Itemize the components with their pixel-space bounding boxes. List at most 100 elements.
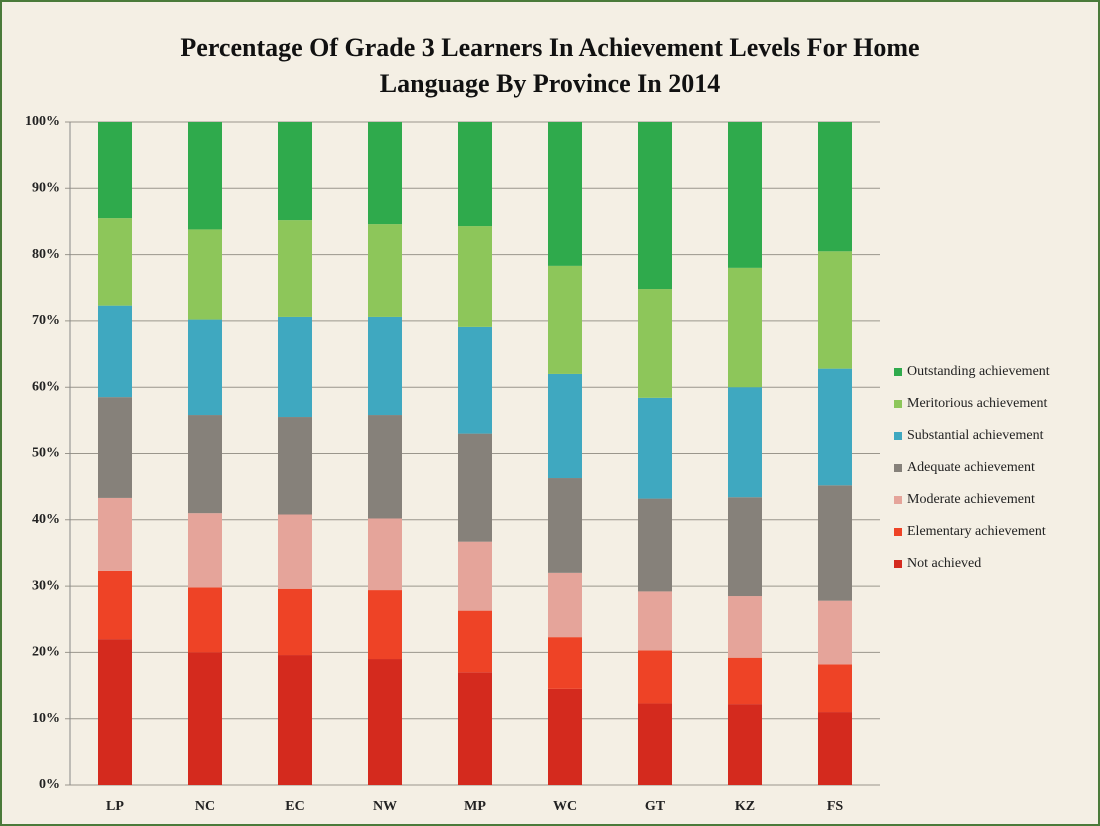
bar-segment — [548, 265, 582, 374]
bar-segment — [548, 122, 582, 266]
bar-segment — [818, 368, 852, 486]
bar-segment — [278, 316, 312, 418]
bar-segment — [728, 122, 762, 268]
bar-segment — [818, 485, 852, 601]
bar-segment — [188, 122, 222, 230]
bar-segment — [638, 703, 672, 785]
bar-segment — [188, 587, 222, 653]
legend-swatch — [894, 400, 902, 408]
legend-swatch — [894, 528, 902, 536]
legend-swatch — [894, 368, 902, 376]
bar-segment — [98, 497, 132, 571]
x-tick-label: WC — [553, 799, 577, 814]
bar-segment — [728, 657, 762, 705]
x-tick-label: NW — [373, 799, 397, 814]
chart-title: Language By Province In 2014 — [380, 69, 720, 98]
bar-segment — [98, 218, 132, 306]
legend-label: Substantial achievement — [907, 428, 1044, 443]
bar-segment — [818, 251, 852, 369]
y-tick-label: 20% — [32, 645, 60, 660]
bar-segment — [98, 639, 132, 785]
bar-segment — [188, 229, 222, 320]
bar-segment — [458, 326, 492, 434]
bar-segment — [728, 704, 762, 785]
bar-segment — [458, 541, 492, 611]
y-tick-label: 30% — [32, 578, 60, 593]
y-tick-label: 80% — [32, 247, 60, 262]
bar-segment — [188, 652, 222, 785]
bar-segment — [548, 373, 582, 479]
bar-segment — [98, 305, 132, 398]
bar-segment — [278, 514, 312, 589]
bar-segment — [368, 224, 402, 317]
bar-segment — [368, 415, 402, 519]
bar-segment — [728, 267, 762, 388]
bar-segment — [458, 433, 492, 542]
bar-segment — [548, 637, 582, 689]
legend-label: Moderate achievement — [907, 492, 1035, 507]
bar-segment — [188, 415, 222, 514]
bar-segment — [278, 122, 312, 221]
bar-segment — [818, 122, 852, 252]
bar-segment — [188, 319, 222, 416]
y-tick-label: 10% — [32, 711, 60, 726]
bar-segment — [458, 226, 492, 327]
bar-segment — [818, 664, 852, 713]
bar-segment — [728, 497, 762, 597]
x-tick-label: LP — [106, 799, 124, 814]
bar-segment — [638, 650, 672, 704]
bar-segment — [98, 570, 132, 640]
bar-segment — [638, 397, 672, 499]
legend-swatch — [894, 560, 902, 568]
chart-title: Percentage Of Grade 3 Learners In Achiev… — [180, 33, 919, 62]
y-tick-label: 70% — [32, 313, 60, 328]
bar-segment — [278, 588, 312, 656]
bar-segment — [638, 122, 672, 290]
y-tick-label: 100% — [25, 114, 60, 129]
x-tick-label: GT — [645, 799, 666, 814]
bar-segment — [548, 572, 582, 638]
y-tick-label: 60% — [32, 379, 60, 394]
bar-segment — [278, 220, 312, 317]
bar-segment — [368, 590, 402, 660]
y-tick-label: 90% — [32, 181, 60, 196]
y-tick-label: 50% — [32, 446, 60, 461]
y-tick-label: 40% — [32, 512, 60, 527]
x-tick-label: MP — [464, 799, 486, 814]
bar-segment — [278, 417, 312, 515]
bar-segment — [548, 688, 582, 785]
legend-swatch — [894, 432, 902, 440]
bar-segment — [368, 659, 402, 785]
bar-segment — [458, 672, 492, 785]
bar-segment — [818, 712, 852, 785]
y-tick-label: 0% — [39, 777, 60, 792]
bar-segment — [548, 478, 582, 573]
legend-label: Outstanding achievement — [907, 364, 1050, 379]
bar-segment — [638, 591, 672, 651]
legend-label: Not achieved — [907, 556, 981, 571]
x-tick-label: NC — [195, 799, 215, 814]
x-tick-label: FS — [827, 799, 844, 814]
x-tick-label: KZ — [735, 799, 755, 814]
legend-swatch — [894, 496, 902, 504]
legend-swatch — [894, 464, 902, 472]
x-tick-label: EC — [285, 799, 304, 814]
bar-segment — [458, 122, 492, 227]
bar-segment — [728, 387, 762, 498]
bar-segment — [458, 610, 492, 673]
bar-segment — [188, 513, 222, 588]
bar-segment — [278, 655, 312, 785]
legend-label: Elementary achievement — [907, 524, 1046, 539]
bar-segment — [728, 596, 762, 658]
legend-label: Meritorious achievement — [907, 396, 1047, 411]
bar-segment — [368, 316, 402, 416]
bar-segment — [368, 122, 402, 225]
bar-segment — [98, 122, 132, 219]
bar-segment — [98, 397, 132, 498]
bar-segment — [638, 289, 672, 398]
bar-segment — [818, 600, 852, 665]
bar-segment — [638, 498, 672, 592]
legend-label: Adequate achievement — [907, 460, 1035, 475]
